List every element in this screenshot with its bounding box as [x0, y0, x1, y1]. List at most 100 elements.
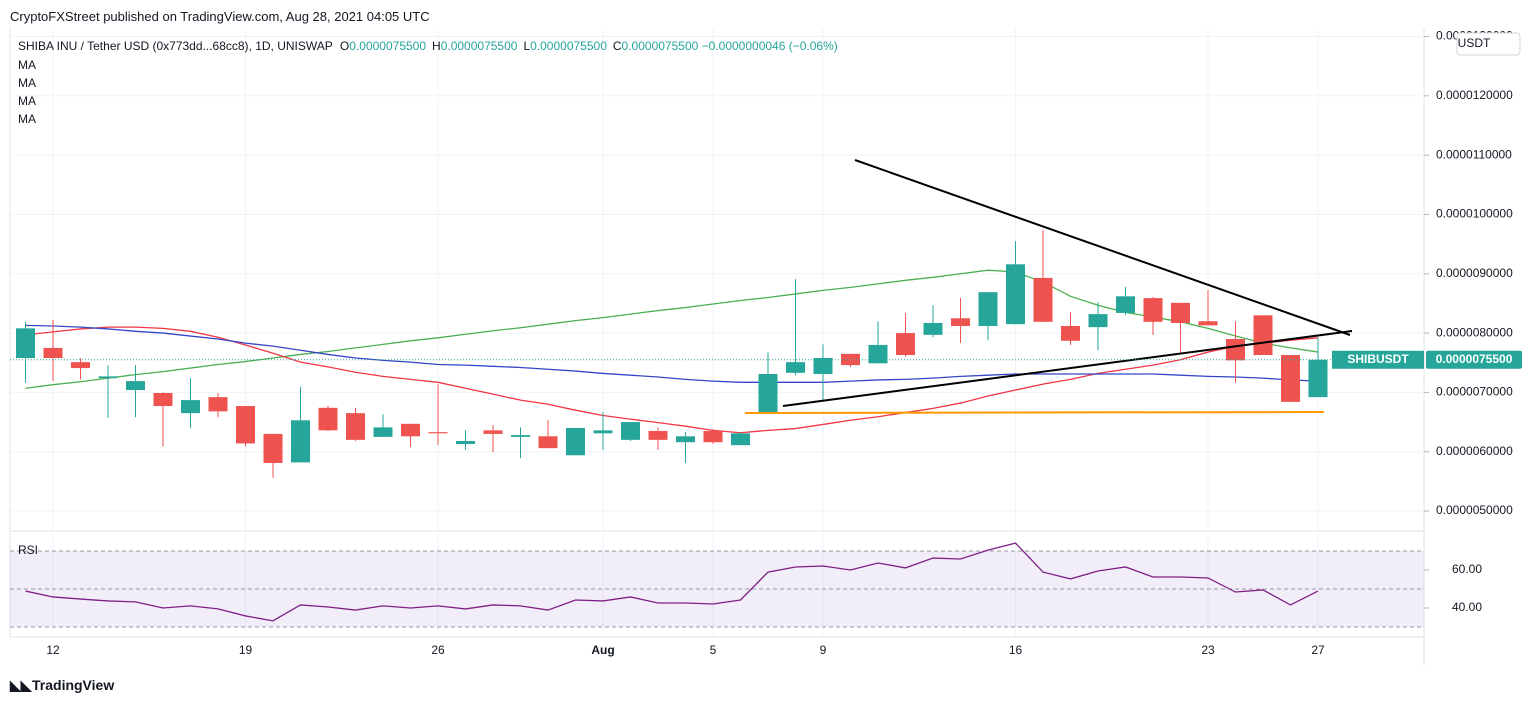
- legend: SHIBA INU / Tether USD (0x773dd...68cc8)…: [18, 39, 838, 53]
- y-tick-label: 0.0000070000: [1436, 385, 1513, 399]
- candle-body: [1253, 315, 1273, 356]
- candle-body: [538, 436, 558, 449]
- candle-body: [511, 435, 530, 437]
- candle-body: [208, 397, 228, 412]
- candle-body: [703, 430, 723, 443]
- candle-body: [868, 344, 888, 364]
- support-line: [744, 411, 1325, 414]
- candle-body: [621, 422, 640, 440]
- symbol-tag: [1332, 350, 1424, 369]
- candle-body: [126, 381, 145, 391]
- ohlc-value: 0.0000075500: [530, 39, 607, 53]
- candle-body: [731, 433, 750, 446]
- change: −0.0000000046 (−0.06%): [701, 39, 838, 53]
- x-tick-label: 16: [1009, 643, 1023, 657]
- candle-body: [896, 333, 915, 356]
- candle-body: [1226, 339, 1245, 361]
- y-tick-label: 0.0000120000: [1436, 88, 1513, 102]
- candle-body: [923, 323, 943, 335]
- candle-body: [1171, 302, 1190, 324]
- x-tick-label: Aug: [591, 643, 614, 657]
- ma-label: MA: [18, 94, 36, 108]
- moving-average: [25, 269, 1319, 389]
- candle-body: [153, 392, 173, 407]
- brand: ◣◣TradingView: [10, 677, 114, 694]
- logo: ◣◣: [10, 677, 32, 693]
- candle-body: [401, 423, 420, 437]
- x-tick-label: 19: [239, 643, 253, 657]
- trend-line: [782, 330, 1353, 407]
- candle-body: [1143, 298, 1163, 322]
- ohlc-key: H: [432, 39, 441, 53]
- brand-text: TradingView: [32, 677, 115, 693]
- y-tick-label: 0.0000050000: [1436, 503, 1513, 517]
- moving-average: [25, 324, 1319, 383]
- y-tick-label: 0.0000100000: [1436, 207, 1513, 221]
- plot: 12 19 26 Aug 5 9 16 23 27 0.0000050000 0.000006000…: [10, 28, 1513, 657]
- candle-body: [1281, 355, 1300, 402]
- ohlc-key: O: [339, 39, 350, 53]
- candle-body: [1116, 296, 1135, 313]
- y-tick-label: 0.0000110000: [1436, 147, 1512, 161]
- candle-body: [593, 430, 613, 434]
- candle-body: [1198, 321, 1218, 326]
- candle-body: [43, 347, 63, 358]
- candle-body: [236, 406, 255, 444]
- candle-body: [676, 436, 695, 443]
- ma-label: MA: [18, 112, 36, 126]
- ohlc-value: 0.0000075500: [440, 39, 518, 53]
- symbol: SHIBA INU / Tether USD (0x773dd...68cc8)…: [18, 39, 333, 53]
- symbol-tag-text: SHIBUSDT: [1347, 352, 1409, 366]
- candle-body: [648, 430, 668, 440]
- price-tag: [1426, 350, 1522, 369]
- candle-body: [16, 328, 35, 358]
- x-tick-label: 12: [46, 643, 60, 657]
- x-tick-label: 23: [1201, 643, 1215, 657]
- overlay: SHIBUSDT 0.0000075500 USDT: [10, 32, 1522, 369]
- candle-body: [1308, 359, 1328, 398]
- ohlc: O0.0000075500 H0.0000075500 L0.0000075500 C…: [336, 39, 698, 53]
- candle-body: [758, 374, 778, 414]
- y-tick-label: 40.00: [1452, 600, 1482, 614]
- ma-label: MA: [18, 76, 36, 90]
- candle-body: [318, 407, 338, 431]
- candle-body: [1006, 264, 1025, 325]
- candle-body: [813, 357, 833, 375]
- candle-body: [373, 427, 393, 437]
- candle-body: [456, 441, 475, 444]
- candle-body: [98, 376, 118, 379]
- price-tag-text: 0.0000075500: [1436, 352, 1513, 366]
- candle-body: [291, 420, 310, 463]
- y-tick-label: 0.0000080000: [1436, 325, 1513, 339]
- ohlc-value: 0.0000075500: [349, 39, 427, 53]
- candle-body: [263, 433, 283, 463]
- y-tick-label: 0.0000060000: [1436, 444, 1513, 458]
- candle-body: [951, 318, 970, 326]
- candle-body: [786, 362, 805, 373]
- y-tick-label: 60.00: [1452, 562, 1482, 576]
- candle-body: [181, 400, 200, 414]
- x-tick-label: 5: [710, 643, 717, 657]
- ma-label: MA: [18, 58, 36, 72]
- x-tick-label: 27: [1311, 643, 1325, 657]
- candle-body: [71, 362, 90, 369]
- publisher: CryptoFXStreet published on TradingView.…: [10, 9, 430, 24]
- rsi-label: RSI: [18, 543, 39, 557]
- candle-body: [566, 427, 585, 456]
- ohlc-key: C: [612, 39, 622, 53]
- x-tick-label: 9: [820, 643, 827, 657]
- candle-body: [1061, 325, 1080, 341]
- trend-line: [854, 159, 1351, 336]
- candle-body: [483, 430, 503, 434]
- currency: USDT: [1458, 36, 1491, 50]
- currency-box: [1456, 32, 1521, 56]
- moving-average: [25, 326, 1319, 434]
- candle-body: [428, 432, 448, 434]
- ohlc-key: L: [523, 39, 531, 53]
- candle-body: [346, 413, 365, 440]
- candle-body: [978, 292, 998, 326]
- x-tick-label: 26: [431, 643, 445, 657]
